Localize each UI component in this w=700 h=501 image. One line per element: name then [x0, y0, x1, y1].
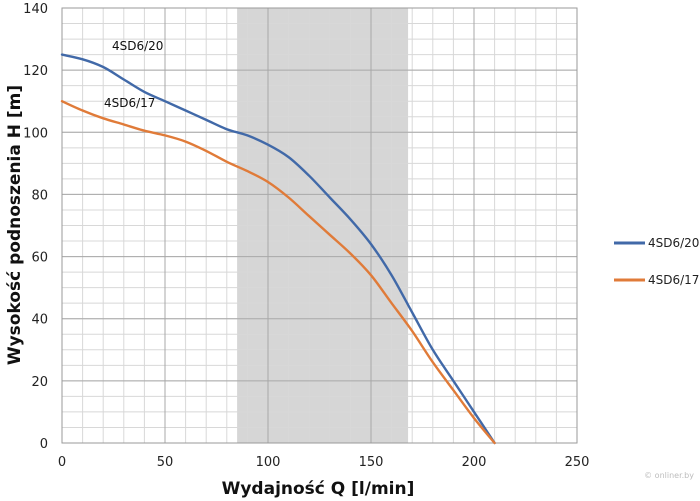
- series-line-4sd6-20: [60, 53, 496, 445]
- series-label-4sd6-20: 4SD6/20: [112, 39, 163, 53]
- x-tick-label: 0: [58, 455, 66, 470]
- x-tick-label: 250: [565, 455, 590, 470]
- watermark: © onliner.by: [644, 471, 694, 480]
- x-tick-labels: 0 50 100 150 200 250: [58, 455, 590, 470]
- y-axis-title: Wysokość podnoszenia H [m]: [5, 85, 25, 365]
- y-tick-label: 120: [23, 64, 48, 79]
- y-tick-label: 40: [31, 313, 48, 328]
- series-lines: [60, 53, 496, 445]
- legend-entry-4sd6-17: 4SD6/17: [648, 273, 699, 287]
- y-tick-label: 20: [31, 375, 48, 390]
- y-tick-label: 0: [40, 437, 48, 452]
- x-tick-label: 100: [256, 455, 281, 470]
- x-axis-title: Wydajność Q [l/min]: [222, 479, 415, 499]
- legend: 4SD6/20 4SD6/17: [614, 236, 699, 287]
- x-tick-label: 200: [462, 455, 487, 470]
- series-label-4sd6-17: 4SD6/17: [104, 96, 155, 110]
- legend-entry-4sd6-20: 4SD6/20: [648, 236, 699, 250]
- y-tick-labels: 0 20 40 60 80 100 120 140: [23, 2, 48, 452]
- x-tick-label: 150: [359, 455, 384, 470]
- y-tick-label: 140: [23, 2, 48, 17]
- y-tick-label: 100: [23, 126, 48, 141]
- series-line-4sd6-17: [60, 100, 496, 445]
- y-tick-label: 60: [31, 251, 48, 266]
- x-tick-label: 50: [157, 455, 174, 470]
- y-tick-label: 80: [31, 188, 48, 203]
- plot-frame: [61, 7, 578, 444]
